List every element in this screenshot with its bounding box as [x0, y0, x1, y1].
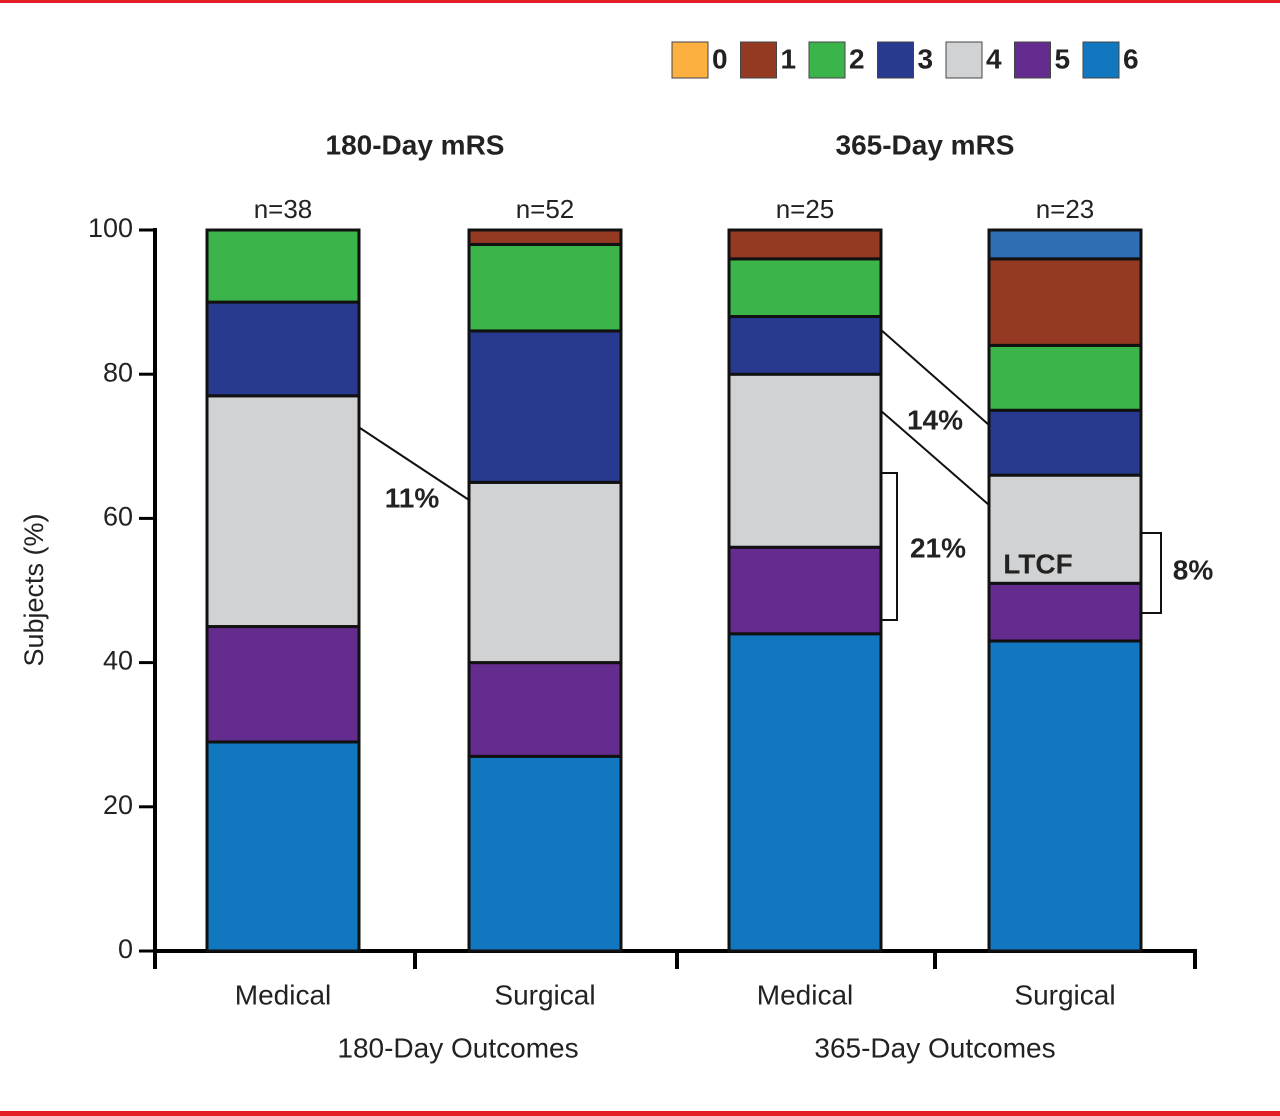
annotation: 11%: [385, 482, 440, 513]
annotation: 8%: [1173, 554, 1214, 585]
bar-segment: [467, 228, 623, 246]
legend-label: 1: [781, 43, 797, 74]
group-label: 180-Day Outcomes: [337, 1032, 578, 1063]
n-label: n=52: [516, 194, 575, 224]
bar-segment: [205, 300, 361, 398]
bar-segment: [987, 639, 1143, 953]
bar-segment: [987, 257, 1143, 347]
y-tick-label: 40: [103, 646, 133, 676]
y-tick-label: 0: [118, 934, 133, 964]
bar-segment: [727, 228, 883, 261]
bar-segment: [727, 372, 883, 549]
legend-label: 4: [986, 43, 1002, 74]
annotation: 21%: [910, 532, 966, 563]
n-label: n=23: [1036, 194, 1095, 224]
group-title: 365-Day mRS: [836, 129, 1015, 160]
legend-label: 6: [1123, 43, 1139, 74]
y-tick-label: 80: [103, 357, 133, 387]
bar-segment: [987, 343, 1143, 412]
legend-swatch: [1014, 41, 1051, 79]
bar-segment: [467, 329, 623, 484]
legend-label: 0: [712, 43, 728, 74]
y-tick-label: 100: [88, 213, 133, 243]
n-label: n=25: [776, 194, 835, 224]
bottom-border: [0, 1111, 1280, 1116]
legend-swatch: [877, 41, 914, 79]
bar-segment: [205, 625, 361, 744]
group-label: 365-Day Outcomes: [814, 1032, 1055, 1063]
y-tick-label: 60: [103, 502, 133, 532]
x-tick-label: Medical: [757, 979, 853, 1010]
connectors: [359, 328, 1162, 621]
bar-segment: [467, 480, 623, 665]
bar-segment: [205, 228, 361, 304]
bar-segment: [987, 228, 1143, 261]
legend-label: 2: [849, 43, 865, 74]
bar-segment: [727, 257, 883, 319]
legend-swatch: [671, 41, 709, 79]
legend-swatch: [945, 41, 983, 79]
bar-segment: [205, 394, 361, 629]
annotation: 14%: [907, 404, 963, 435]
x-tick-label: Surgical: [494, 979, 595, 1010]
legend-swatch: [1082, 41, 1120, 79]
x-tick-label: Surgical: [1014, 979, 1115, 1010]
top-border: [0, 0, 1280, 3]
legend-swatch: [808, 41, 846, 79]
legend-swatch: [740, 41, 777, 79]
n-label: n=38: [254, 194, 313, 224]
legend-label: 5: [1055, 43, 1071, 74]
bar-segment: [727, 632, 883, 953]
bar-segment: [987, 581, 1143, 643]
bar-segment: [467, 661, 623, 758]
group-title: 180-Day mRS: [326, 129, 505, 160]
bar-segment: [727, 545, 883, 636]
bar-segment: [987, 408, 1143, 477]
bar-segment: [467, 754, 623, 953]
bar-segment: [205, 740, 361, 953]
annotation: LTCF: [1003, 548, 1072, 579]
x-tick-label: Medical: [235, 979, 331, 1010]
legend-label: 3: [918, 43, 934, 74]
y-tick-label: 20: [103, 790, 133, 820]
bar-segment: [727, 315, 883, 376]
bar-segment: [467, 242, 623, 333]
y-axis-label: Subjects (%): [19, 513, 49, 666]
